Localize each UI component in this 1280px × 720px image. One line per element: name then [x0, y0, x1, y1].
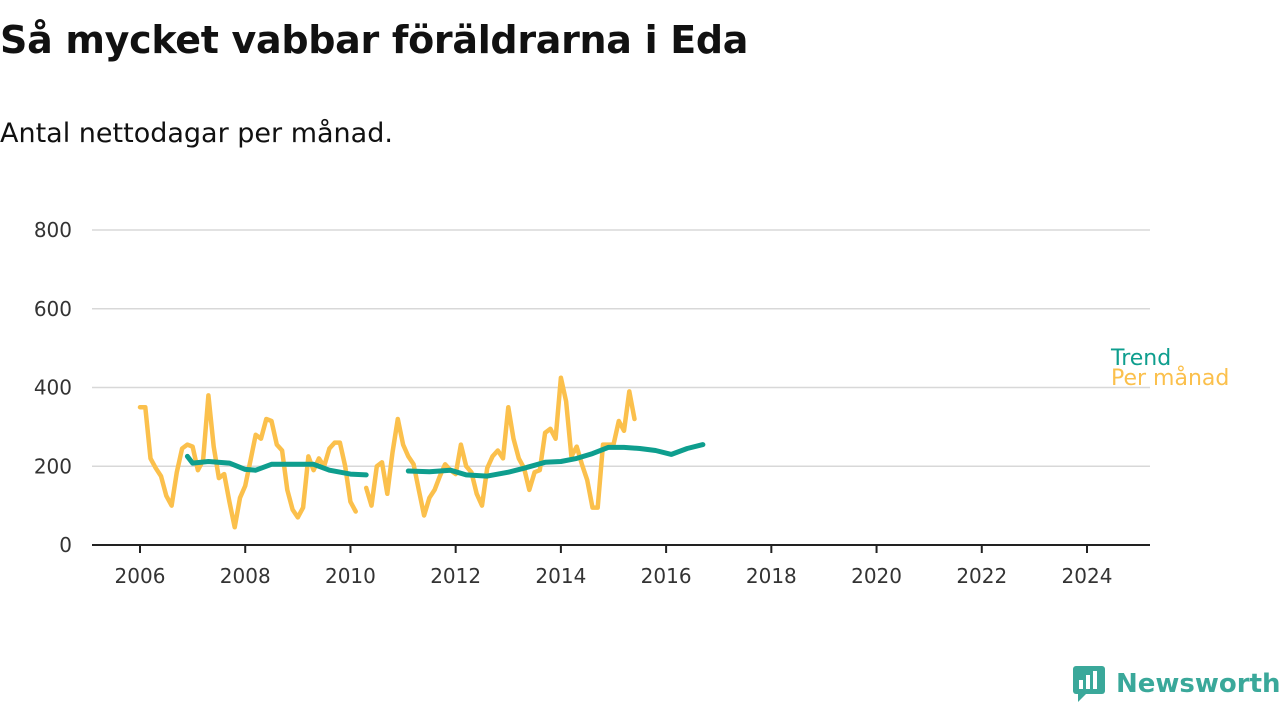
- x-tick-label-2010: 2010: [325, 564, 376, 588]
- x-tick-label-2020: 2020: [851, 564, 902, 588]
- y-tick-label-200: 200: [34, 454, 72, 478]
- x-tick-label-2012: 2012: [430, 564, 481, 588]
- y-tick-label-600: 600: [34, 297, 72, 321]
- monthly-series-label: Per månad: [1111, 365, 1229, 391]
- newsworthy-icon: [1073, 666, 1105, 702]
- monthly-line-segment-1: [137, 393, 358, 530]
- x-tick-label-2022: 2022: [956, 564, 1007, 588]
- trend-series-label: Trend: [1110, 346, 1171, 371]
- y-tick-label-800: 800: [34, 218, 72, 242]
- monthly-line-segment-2: [363, 375, 637, 518]
- x-tick-label-2008: 2008: [220, 564, 271, 588]
- y-tick-label-0: 0: [59, 533, 72, 557]
- brand-name: Newsworthy: [1116, 669, 1280, 699]
- gridlines: [92, 229, 1150, 467]
- x-tick-label-2014: 2014: [535, 564, 586, 588]
- x-tick-label-2006: 2006: [115, 564, 166, 588]
- chart-title: Så mycket vabbar föräldrarna i Eda: [0, 18, 749, 62]
- chart-subtitle: Antal nettodagar per månad.: [0, 118, 393, 149]
- series-lines: [137, 375, 706, 530]
- x-tick-label-2018: 2018: [746, 564, 797, 588]
- trend-line-segment-1: [184, 453, 369, 478]
- axes: 0 200 400 600 800 2006 2008 2010 2012 2014 2016 201…: [34, 218, 1150, 588]
- x-tick-label-2024: 2024: [1062, 564, 1113, 588]
- y-tick-label-400: 400: [34, 376, 72, 400]
- trend-line-segment-2: [405, 442, 706, 479]
- x-tick-label-2016: 2016: [641, 564, 692, 588]
- newsworthy-logo: Newsworthy: [1072, 664, 1280, 704]
